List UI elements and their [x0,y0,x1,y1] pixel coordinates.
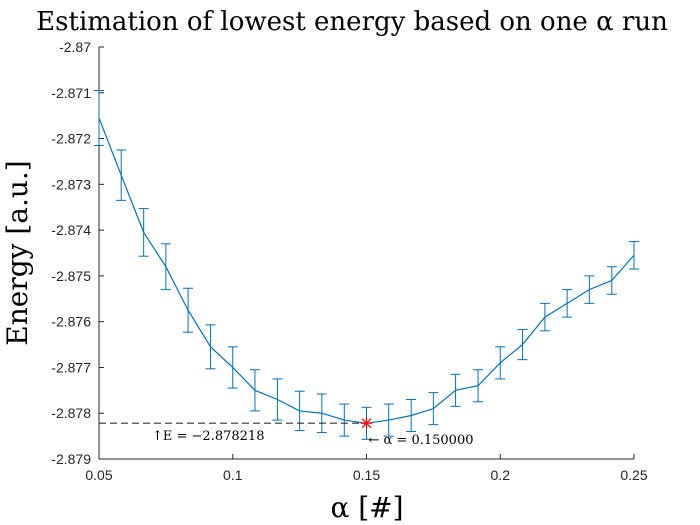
energy-series-line [98,117,635,424]
y-tick-label: -2.871 [51,85,91,101]
x-tick-label: 0.25 [620,467,647,483]
y-tick-label: -2.877 [51,359,91,375]
minimum-annotation: ↑E = −2.878218 ← α = 0.150000 [99,417,474,448]
error-bar [629,241,639,270]
axes [98,47,634,460]
y-tick-label: -2.872 [51,131,91,147]
y-axis-ticks: -2.87 -2.871 -2.872 -2.873 -2.874 -2.875 -2.87… [51,39,104,467]
x-tick-label: 0.15 [353,467,380,483]
minimum-marker [360,417,373,430]
y-tick-label: -2.874 [51,222,91,238]
x-axis-ticks: 0.05 0.1 0.15 0.2 0.25 [85,454,648,483]
y-tick-label: -2.875 [51,268,91,284]
x-tick-label: 0.05 [85,467,112,483]
error-bar [94,89,104,146]
y-tick-label: -2.876 [51,314,91,330]
x-tick-label: 0.1 [223,467,243,483]
error-bars [94,89,639,440]
y-tick-label: -2.873 [51,176,91,192]
x-axis-label: α [#] [330,491,403,524]
y-tick-label: -2.878 [51,405,91,421]
series [98,117,635,424]
y-tick-label: -2.87 [59,39,91,55]
minimum-alpha-label: ← α = 0.150000 [369,433,474,448]
x-tick-label: 0.2 [491,467,511,483]
chart-title: Estimation of lowest energy based on one… [36,7,668,37]
minimum-energy-label: ↑E = −2.878218 [152,429,264,444]
y-tick-label: -2.879 [51,451,91,467]
y-axis-label: Energy [a.u.] [1,160,34,345]
